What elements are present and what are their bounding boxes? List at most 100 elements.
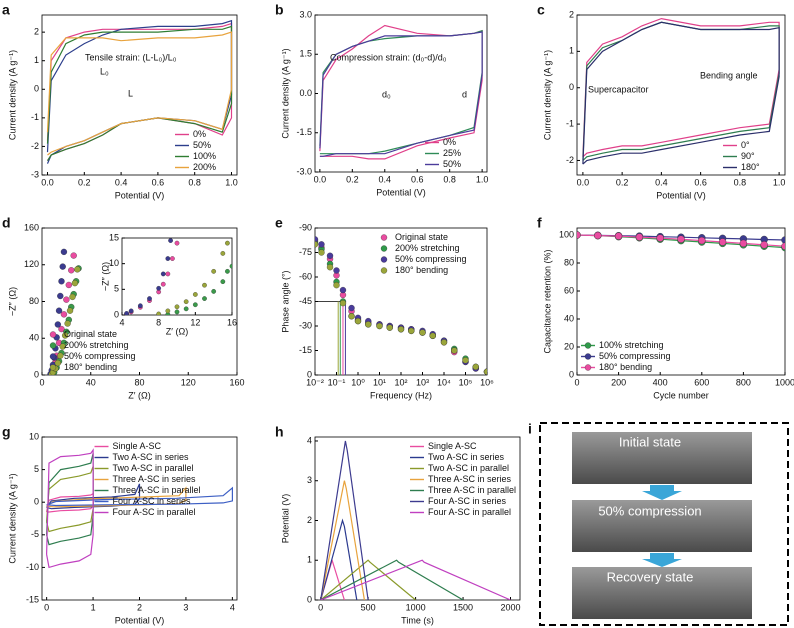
arrow	[642, 485, 682, 500]
legend-label: 0%	[443, 137, 456, 147]
y-tick-label: 100	[559, 229, 574, 239]
y-tick-label: 0	[114, 309, 119, 319]
x-tick-label: 80	[134, 377, 144, 387]
legend-label: 50%	[193, 140, 211, 150]
legend-label: Two A-SC in series	[113, 452, 190, 462]
data-point	[472, 363, 479, 370]
data-point	[781, 236, 785, 244]
plot-frame	[41, 436, 238, 601]
series-line	[320, 480, 365, 600]
legend-label: 0%	[193, 129, 206, 139]
data-point	[326, 264, 334, 271]
legend-label: Three A-SC in series	[113, 474, 197, 484]
legend-label: 180° bending	[599, 362, 652, 372]
data-point	[63, 296, 70, 303]
x-tick-label: 1000	[775, 377, 794, 387]
y-axis-label: Current density (A g⁻¹)	[7, 473, 17, 563]
series-line	[46, 448, 94, 569]
series-line	[46, 483, 141, 510]
data-point	[174, 240, 180, 246]
y-tick-label: -2	[566, 155, 574, 165]
data-point	[165, 308, 171, 314]
x-tick-label: 0.6	[411, 174, 424, 184]
y-axis-label: Phase angle (°)	[280, 270, 290, 332]
x-tick-label: 10¹	[373, 377, 386, 387]
y-tick-label: 2	[34, 27, 39, 37]
data-point	[168, 238, 173, 243]
data-point	[68, 267, 75, 274]
data-point	[183, 306, 189, 312]
legend: 0°90°180°	[723, 140, 760, 172]
chart: 0.0 0.2 0.4 0.6 0.8 1.0 -3.0 -1.5 0.0 1.5 3.0 Poten…	[275, 2, 488, 198]
x-tick-label: 8	[156, 317, 161, 327]
data-point	[156, 285, 162, 291]
y-tick-label: -10	[26, 562, 39, 572]
x-tick-label: 10²	[394, 377, 407, 387]
series-line	[320, 559, 416, 600]
arrow	[642, 553, 682, 567]
x-tick-label: 0	[318, 602, 323, 612]
plot-frame	[576, 227, 786, 376]
series-line	[320, 518, 358, 600]
x-tick-label: 0.8	[443, 174, 456, 184]
chart: 0 200 400 600 800 1000 0 20 40 60 80 100 Cycle numbe…	[537, 215, 794, 401]
legend-label: 200% stretching	[395, 243, 460, 253]
data-point	[62, 332, 69, 339]
panel-label: c	[537, 2, 545, 18]
annotation: Tensile strain: (L-L₀)/L₀	[85, 52, 177, 62]
y-tick-label: -15	[26, 594, 39, 604]
data-point	[137, 303, 143, 309]
series-line	[320, 440, 369, 600]
data-point	[57, 352, 64, 359]
chart: 4 8 12 16 0 5 10 15 Z′ (Ω) −Z″ (Ω)	[100, 232, 237, 336]
data-point	[408, 327, 415, 335]
y-tick-label: 0	[569, 369, 574, 379]
y-tick-label: -1	[31, 112, 39, 122]
chart: 0.0 0.2 0.4 0.6 0.8 1.0 -3 -2 -1 0 1 2 Potential (V)…	[2, 2, 238, 201]
y-tick-label: 3	[307, 475, 312, 485]
y-tick-label: -1.5	[296, 127, 312, 137]
x-tick-label: 0.4	[379, 174, 392, 184]
legend-label: Four A-SC in series	[428, 496, 507, 506]
y-tick-label: 10	[109, 258, 119, 268]
plot-area	[47, 248, 82, 375]
x-tick-label: 0.6	[694, 177, 707, 187]
data-point	[211, 269, 217, 274]
legend-label: Three A-SC in parallel	[428, 485, 516, 495]
legend-label: Four A-SC in parallel	[113, 507, 196, 517]
series-line	[319, 31, 483, 157]
x-tick-label: 1000	[406, 602, 426, 612]
data-point	[354, 317, 362, 325]
data-point	[211, 289, 217, 294]
x-tick-label: 4	[119, 317, 124, 327]
data-point	[376, 322, 383, 330]
y-tick-label: 0	[34, 497, 39, 507]
x-tick-label: 12	[190, 317, 200, 327]
data-point	[64, 320, 71, 327]
y-tick-label: 160	[24, 222, 39, 232]
x-tick-label: 0	[39, 377, 44, 387]
data-point	[165, 271, 171, 277]
panel-label: g	[2, 424, 11, 440]
data-point	[128, 308, 134, 314]
plot-frame	[314, 14, 488, 173]
data-point	[225, 240, 230, 246]
legend-label: 200%	[193, 162, 216, 172]
x-axis-label: Potential (V)	[656, 190, 706, 200]
data-point	[124, 311, 129, 315]
legend-swatch	[49, 342, 57, 349]
y-tick-label: -1	[566, 118, 574, 128]
photo-caption: Recovery state	[607, 569, 694, 584]
y-tick-label: 4	[307, 435, 312, 445]
x-tick-label: 0.8	[734, 177, 747, 187]
x-tick-label: 10⁻¹	[328, 377, 346, 387]
data-point	[192, 302, 198, 308]
x-tick-label: 1.0	[476, 174, 489, 184]
y-tick-label: 0	[34, 369, 39, 379]
data-point	[365, 321, 372, 328]
data-point	[614, 232, 623, 240]
chart: 0 1 2 3 4 -15 -10 -5 0 5 10 Potential (V) Current de…	[2, 424, 238, 625]
